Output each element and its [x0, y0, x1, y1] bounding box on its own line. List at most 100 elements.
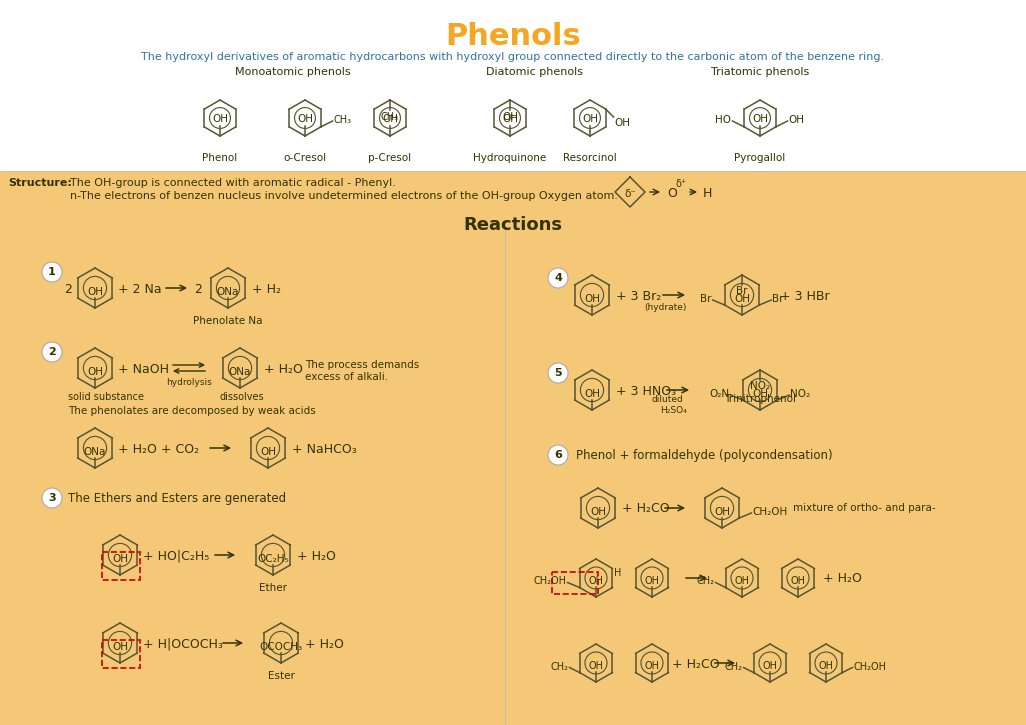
Text: (hydrate): (hydrate) — [643, 303, 686, 312]
Text: diluted: diluted — [652, 395, 683, 404]
Text: OH: OH — [752, 389, 768, 399]
Text: OH: OH — [644, 661, 660, 671]
Text: Trinitrophenol: Trinitrophenol — [724, 394, 796, 404]
Text: OH: OH — [584, 294, 600, 304]
Text: The process demands
excess of alkali.: The process demands excess of alkali. — [305, 360, 420, 381]
Text: OH: OH — [790, 576, 805, 586]
Text: OH: OH — [819, 661, 833, 671]
Text: Resorcinol: Resorcinol — [563, 153, 617, 163]
Circle shape — [548, 268, 568, 288]
Text: 2: 2 — [64, 283, 72, 296]
Text: Ester: Ester — [268, 671, 294, 681]
Text: The OH-group is connected with aromatic radical - Phenyl.: The OH-group is connected with aromatic … — [70, 178, 396, 188]
Text: 4: 4 — [554, 273, 562, 283]
Text: OH: OH — [615, 118, 631, 128]
Text: p-Cresol: p-Cresol — [368, 153, 411, 163]
Text: + HO|C₂H₅: + HO|C₂H₅ — [143, 550, 209, 563]
Text: CH₃: CH₃ — [333, 115, 352, 125]
Text: 3: 3 — [48, 493, 55, 503]
Text: The hydroxyl derivatives of aromatic hydrocarbons with hydroxyl group connected : The hydroxyl derivatives of aromatic hyd… — [142, 52, 884, 62]
Text: o-Cresol: o-Cresol — [283, 153, 326, 163]
Text: OH: OH — [734, 294, 750, 304]
Text: Triatomic phenols: Triatomic phenols — [711, 67, 810, 77]
Text: OH: OH — [714, 507, 731, 517]
Text: OH: OH — [502, 114, 518, 124]
Text: 1: 1 — [48, 267, 55, 277]
Bar — [102, 640, 140, 668]
Text: CH₂: CH₂ — [551, 661, 568, 671]
Text: CH₃: CH₃ — [381, 112, 399, 122]
Text: OH: OH — [789, 115, 804, 125]
Text: CH₂OH: CH₂OH — [534, 576, 566, 587]
Text: OH: OH — [87, 367, 103, 377]
Text: Phenol + formaldehyde (polycondensation): Phenol + formaldehyde (polycondensation) — [576, 449, 833, 462]
Bar — [552, 571, 597, 594]
Text: Pyrogallol: Pyrogallol — [735, 153, 786, 163]
Circle shape — [548, 445, 568, 465]
Text: NO₂: NO₂ — [790, 389, 811, 399]
Text: + H₂: + H₂ — [252, 283, 281, 296]
Text: OC₂H₅: OC₂H₅ — [258, 554, 288, 564]
Bar — [0, 0, 1026, 171]
Text: OH: OH — [590, 507, 606, 517]
Text: OH: OH — [762, 661, 778, 671]
Text: OH: OH — [644, 576, 660, 586]
Text: The phenolates are decomposed by weak acids: The phenolates are decomposed by weak ac… — [68, 406, 316, 416]
Text: + H|OCOCH₃: + H|OCOCH₃ — [143, 637, 223, 650]
Text: mixture of ortho- and para-: mixture of ortho- and para- — [793, 503, 936, 513]
Text: OH: OH — [589, 661, 603, 671]
Text: Br: Br — [737, 286, 748, 296]
Text: + 2 Na: + 2 Na — [118, 283, 162, 296]
Text: Structure:: Structure: — [8, 178, 72, 188]
Text: Phenol: Phenol — [202, 153, 238, 163]
Text: Phenolate Na: Phenolate Na — [193, 316, 263, 326]
Text: OH: OH — [584, 389, 600, 399]
Circle shape — [42, 342, 62, 362]
Text: OH: OH — [752, 114, 768, 124]
Text: solid substance: solid substance — [68, 392, 144, 402]
Text: CH₂OH: CH₂OH — [854, 661, 886, 671]
Text: The Ethers and Esters are generated: The Ethers and Esters are generated — [68, 492, 286, 505]
Text: OH: OH — [212, 114, 228, 124]
Circle shape — [42, 262, 62, 282]
Text: Br: Br — [773, 294, 784, 304]
Text: dissolves: dissolves — [220, 392, 265, 402]
Bar — [102, 552, 140, 580]
Text: HO: HO — [715, 115, 732, 125]
Text: Reactions: Reactions — [464, 216, 562, 234]
Text: CH₂: CH₂ — [724, 661, 743, 671]
Text: OH: OH — [260, 447, 276, 457]
Text: δ⁺: δ⁺ — [675, 179, 686, 189]
Text: + NaHCO₃: + NaHCO₃ — [292, 442, 357, 455]
Text: + H₂CO: + H₂CO — [672, 658, 719, 671]
Text: 5: 5 — [554, 368, 562, 378]
Text: + NaOH: + NaOH — [118, 362, 169, 376]
Circle shape — [42, 488, 62, 508]
Text: OCOCH₃: OCOCH₃ — [260, 642, 303, 652]
Text: + H₂O: + H₂O — [264, 362, 303, 376]
Text: δ⁻: δ⁻ — [624, 189, 636, 199]
Text: n-The electrons of benzen nucleus involve undetermined electrons of the OH-group: n-The electrons of benzen nucleus involv… — [70, 191, 618, 201]
Text: CH₂OH: CH₂OH — [752, 507, 788, 517]
Text: + 3 HBr: + 3 HBr — [780, 289, 830, 302]
Text: ONa: ONa — [84, 447, 106, 457]
Text: OH: OH — [735, 576, 750, 586]
Text: Monoatomic phenols: Monoatomic phenols — [235, 67, 351, 77]
Text: OH: OH — [112, 554, 128, 564]
Text: + H₂O + CO₂: + H₂O + CO₂ — [118, 442, 199, 455]
Text: OH: OH — [502, 112, 518, 122]
Text: Br: Br — [700, 294, 712, 304]
Text: O₂N: O₂N — [710, 389, 729, 399]
Text: Hydroquinone: Hydroquinone — [473, 153, 547, 163]
Text: + 3 HNO₃: + 3 HNO₃ — [616, 384, 676, 397]
Text: + H₂CO: + H₂CO — [622, 502, 670, 515]
Text: H: H — [703, 186, 712, 199]
Text: H₂SO₄: H₂SO₄ — [660, 406, 686, 415]
Circle shape — [548, 363, 568, 383]
Bar — [0, 171, 1026, 725]
Text: OH: OH — [87, 287, 103, 297]
Text: + 3 Br₂: + 3 Br₂ — [616, 289, 661, 302]
Text: 6: 6 — [554, 450, 562, 460]
Text: Phenols: Phenols — [445, 22, 581, 51]
Text: + H₂O: + H₂O — [823, 573, 862, 586]
